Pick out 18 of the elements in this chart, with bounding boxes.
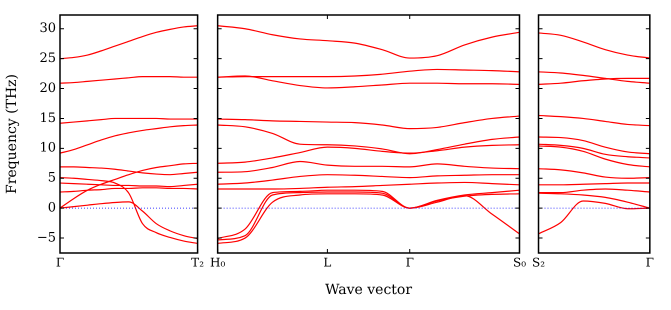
y-tick-label: 0 xyxy=(48,200,56,216)
y-tick-label: 10 xyxy=(39,140,56,156)
y-tick-label: 20 xyxy=(39,80,56,96)
y-axis-title: Frequency (THz) xyxy=(4,74,20,194)
x-axis-title: Wave vector xyxy=(325,282,412,298)
y-tick-label: 5 xyxy=(48,170,56,186)
x-tick-label: T₂ xyxy=(191,255,204,270)
x-tick-label: S₀ xyxy=(512,255,526,270)
x-tick-label: Γ xyxy=(56,255,64,270)
x-tick-label: Γ xyxy=(646,255,654,270)
x-tick-label: H₀ xyxy=(210,255,226,270)
y-tick-label: 15 xyxy=(39,110,56,126)
x-tick-label: S₂ xyxy=(532,255,546,270)
x-tick-label: L xyxy=(323,255,332,270)
x-tick-label: Γ xyxy=(406,255,414,270)
y-tick-label: 30 xyxy=(39,21,56,36)
y-tick-label: 25 xyxy=(39,51,56,66)
y-tick-label: −5 xyxy=(36,230,56,246)
